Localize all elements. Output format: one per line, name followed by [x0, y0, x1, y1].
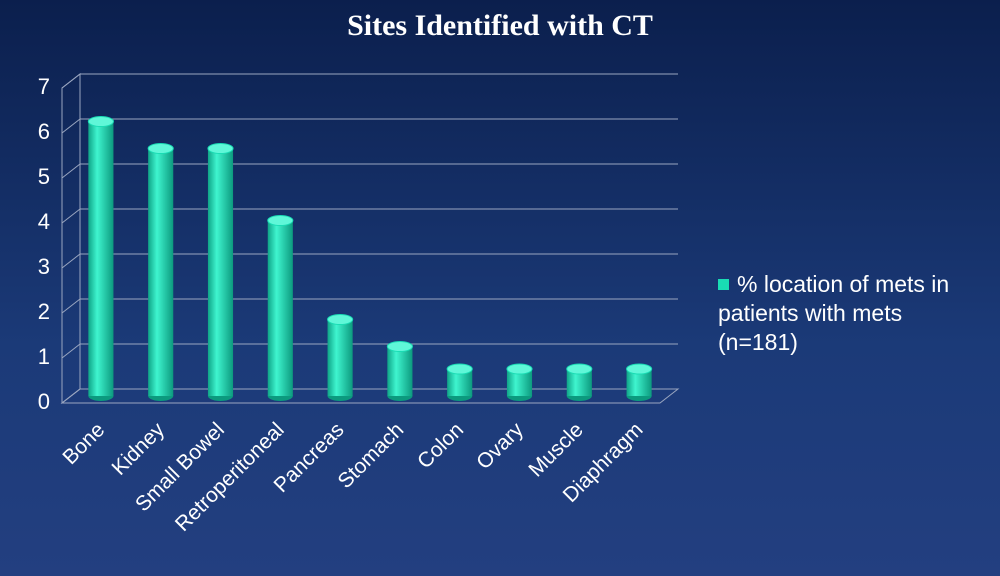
- grid-line-side: [61, 73, 81, 89]
- bar: [387, 346, 413, 396]
- y-tick-label: 4: [38, 209, 50, 234]
- cylinder-top: [87, 116, 114, 127]
- cylinder-top: [506, 363, 533, 375]
- legend: % location of mets in patients with mets…: [718, 270, 988, 357]
- y-tick-label: 2: [38, 299, 50, 324]
- grid-line-side: [61, 298, 81, 314]
- cylinder-top: [566, 363, 593, 375]
- legend-swatch: [718, 279, 729, 290]
- grid-line-side: [61, 253, 81, 269]
- cylinder-top: [386, 341, 413, 352]
- y-tick-label: 6: [38, 119, 50, 144]
- bar: [88, 121, 114, 396]
- grid-line-side: [61, 118, 81, 134]
- cylinder-top: [327, 314, 354, 325]
- y-tick-label: 0: [38, 389, 50, 414]
- bar: [267, 220, 293, 396]
- grid-line-side: [61, 388, 81, 404]
- grid-line-side: [61, 208, 81, 224]
- cylinder-top: [267, 215, 294, 226]
- cylinder-top: [207, 143, 234, 154]
- y-tick-label: 3: [38, 254, 50, 279]
- bar: [148, 148, 174, 396]
- grid-line-side: [61, 343, 81, 359]
- y-tick-label: 7: [38, 74, 50, 99]
- x-tick-label: Colon: [413, 418, 468, 473]
- x-tick-label: Retroperitoneal: [171, 418, 289, 536]
- cylinder-top: [446, 363, 473, 375]
- x-tick-label: Stomach: [333, 418, 408, 493]
- x-tick-label: Ovary: [472, 418, 528, 474]
- x-tick-label: Bone: [58, 418, 109, 469]
- cylinder-top: [626, 363, 653, 375]
- side-wall: [61, 72, 81, 405]
- chart-title: Sites Identified with CT: [347, 9, 653, 42]
- y-tick-label: 5: [38, 164, 50, 189]
- y-tick-label: 1: [38, 344, 50, 369]
- bar: [327, 319, 353, 396]
- legend-label: % location of mets in patients with mets…: [718, 271, 950, 355]
- bar: [207, 148, 234, 396]
- grid-line-side: [61, 163, 81, 179]
- cylinder-top: [147, 143, 174, 154]
